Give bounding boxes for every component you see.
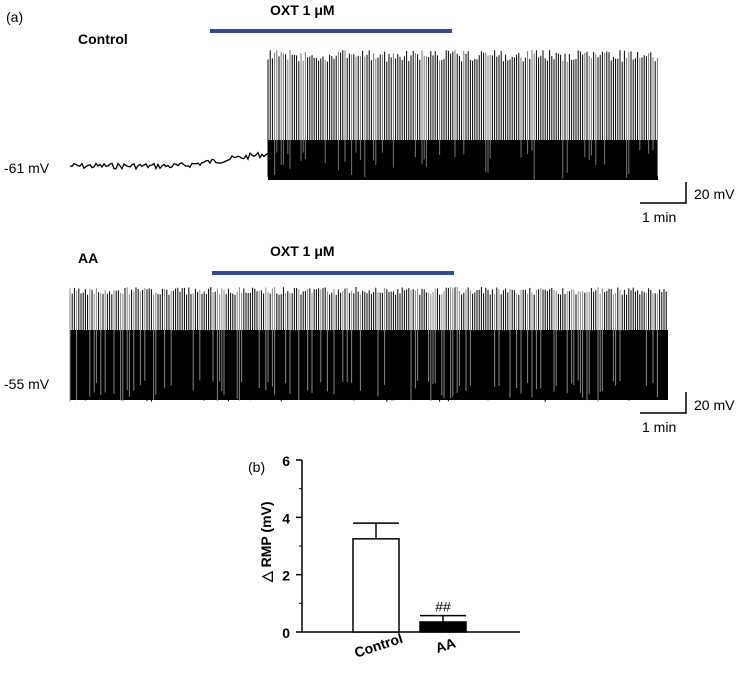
trace-aa: AA OXT 1 μM -55 mV 20 mV 1 min (4, 243, 735, 435)
significance-mark: ## (435, 599, 451, 615)
y-tick-label: 0 (282, 625, 290, 641)
aa-spikes (69, 287, 667, 402)
bar-control (352, 538, 400, 633)
x-tick-label: AA (433, 635, 457, 656)
control-scale-t: 1 min (642, 209, 676, 225)
aa-scale-t: 1 min (642, 419, 676, 435)
bar-chart: △ RMP (mV) 0 2 4 6 Control AA ## (258, 453, 520, 661)
bar-aa (419, 621, 467, 633)
aa-rmp-label: -55 mV (4, 376, 50, 392)
panel-b-label: (b) (248, 459, 265, 475)
control-condition-label: Control (78, 31, 128, 47)
bars (352, 522, 467, 633)
control-dense-band (268, 140, 658, 180)
y-ticks: 0 2 4 6 (282, 453, 302, 641)
aa-condition-label: AA (78, 250, 98, 266)
control-scale-bar (640, 182, 687, 204)
y-tick-label: 4 (282, 510, 290, 526)
control-drug-label: OXT 1 μM (270, 2, 335, 18)
trace-control: Control OXT 1 μM -61 mV 20 mV 1 min (4, 2, 735, 225)
y-tick-label: 2 (282, 568, 290, 584)
y-tick-label: 6 (282, 453, 290, 469)
control-scale-v: 20 mV (694, 186, 735, 202)
control-baseline (69, 150, 271, 171)
control-spikes (267, 50, 658, 180)
x-tick-label: Control (352, 630, 404, 661)
x-tick-labels: Control AA (352, 630, 457, 661)
panel-a-label: (a) (6, 9, 23, 25)
aa-drug-label: OXT 1 μM (270, 243, 335, 259)
y-axis-label: △ RMP (mV) (258, 501, 274, 583)
control-rmp-label: -61 mV (4, 160, 50, 176)
aa-scale-bar (640, 392, 687, 414)
aa-scale-v: 20 mV (694, 397, 735, 413)
